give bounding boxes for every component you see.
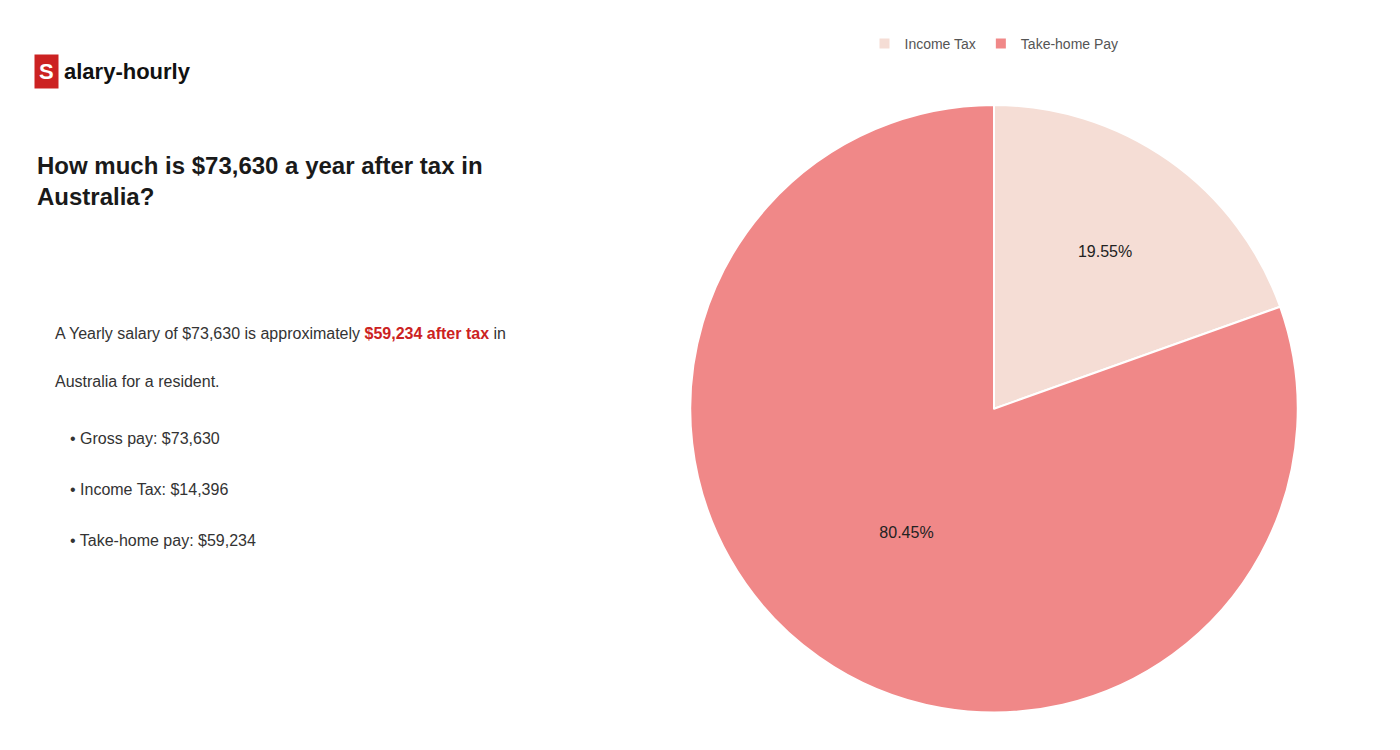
- svg-text:• Gross pay: $73,630: • Gross pay: $73,630: [70, 430, 220, 447]
- svg-text:S: S: [39, 59, 54, 84]
- svg-text:• Take-home pay: $59,234: • Take-home pay: $59,234: [70, 532, 256, 549]
- svg-text:A Yearly salary of $73,630 is: A Yearly salary of $73,630 is approximat…: [55, 325, 506, 342]
- svg-text:• Income Tax: $14,396: • Income Tax: $14,396: [70, 481, 228, 498]
- svg-text:Take-home Pay: Take-home Pay: [1021, 36, 1118, 52]
- svg-text:19.55%: 19.55%: [1078, 243, 1132, 260]
- svg-text:80.45%: 80.45%: [879, 524, 933, 541]
- svg-text:Australia for a resident.: Australia for a resident.: [55, 373, 220, 390]
- svg-text:How much is $73,630 a year aft: How much is $73,630 a year after tax inA…: [37, 152, 483, 210]
- svg-text:Income Tax: Income Tax: [905, 36, 976, 52]
- svg-text:alary-hourly: alary-hourly: [64, 59, 191, 84]
